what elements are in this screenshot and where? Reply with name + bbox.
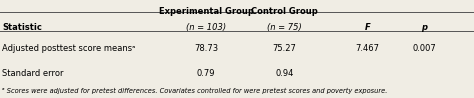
Text: 0.79: 0.79 (197, 69, 216, 78)
Text: 78.73: 78.73 (194, 44, 218, 53)
Text: 0.007: 0.007 (412, 44, 436, 53)
Text: 0.94: 0.94 (275, 69, 293, 78)
Text: F: F (365, 23, 370, 32)
Text: (n = 75): (n = 75) (267, 23, 302, 32)
Text: Standard error: Standard error (2, 69, 64, 78)
Text: Control Group: Control Group (251, 7, 318, 16)
Text: Statistic: Statistic (2, 23, 42, 32)
Text: Adjusted posttest score meansᵃ: Adjusted posttest score meansᵃ (2, 44, 136, 53)
Text: p: p (421, 23, 427, 32)
Text: Experimental Group: Experimental Group (159, 7, 254, 16)
Text: 75.27: 75.27 (273, 44, 296, 53)
Text: ᵃ Scores were adjusted for pretest differences. Covariates controlled for were p: ᵃ Scores were adjusted for pretest diffe… (2, 88, 388, 94)
Text: (n = 103): (n = 103) (186, 23, 226, 32)
Text: 7.467: 7.467 (356, 44, 379, 53)
